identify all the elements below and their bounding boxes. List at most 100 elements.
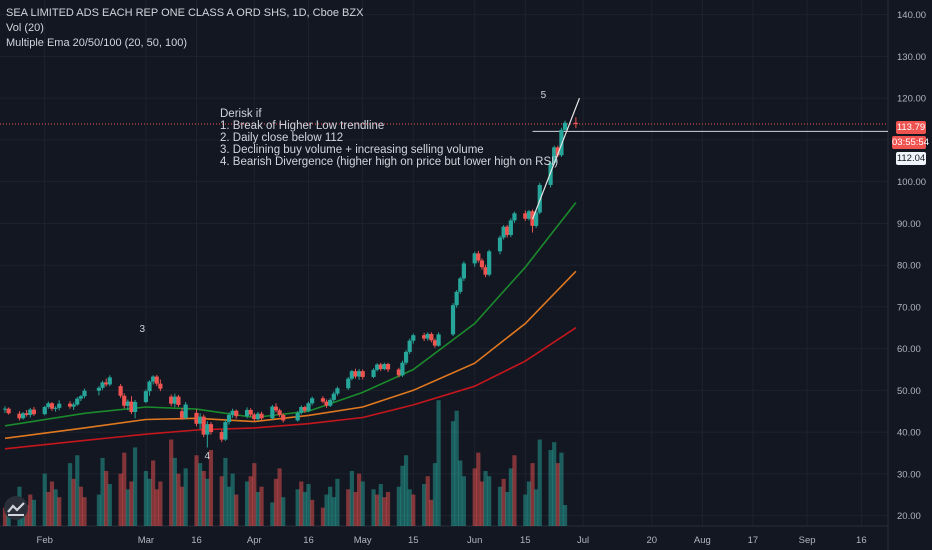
y-tick-label: 100.00: [897, 177, 926, 188]
candle-body: [53, 407, 58, 409]
candle-body: [508, 220, 513, 236]
derisk-heading: Derisk if: [220, 108, 262, 120]
candle-body: [573, 122, 578, 124]
candle-body: [71, 404, 76, 407]
last-price-tag: 113.79: [896, 121, 926, 134]
candle-body: [208, 424, 214, 433]
candle-body: [234, 410, 239, 417]
volume-bar: [411, 494, 416, 526]
candle-body: [472, 253, 477, 264]
volume-bar: [255, 491, 261, 526]
candle-body: [432, 340, 438, 346]
volume-bar: [331, 497, 336, 526]
volume-bar: [403, 455, 409, 526]
volume-bar: [562, 505, 568, 526]
wave-label: 5: [541, 90, 547, 101]
y-tick-label: 20.00: [897, 511, 921, 522]
volume-bar: [281, 497, 286, 526]
symbol-title[interactable]: SEA LIMITED ADS EACH REP ONE CLASS A ORD…: [6, 7, 364, 19]
candle-body: [96, 387, 102, 391]
derisk-item: 3. Declining buy volume + increasing sel…: [220, 144, 484, 156]
candle-body: [100, 382, 105, 388]
candle-body: [179, 411, 185, 418]
volume-bar: [104, 470, 109, 526]
candle-body: [230, 410, 235, 415]
candle-body: [537, 184, 542, 213]
volume-bar: [244, 481, 250, 526]
volume-bar: [75, 455, 80, 526]
candle-body: [31, 409, 37, 415]
volume-bar: [208, 450, 214, 526]
volume-bar: [295, 489, 300, 526]
candle-body: [226, 414, 232, 423]
candle-body: [479, 260, 485, 268]
candle-body: [371, 369, 376, 377]
volume-bar: [71, 478, 76, 526]
x-tick-label: Apr: [247, 535, 262, 546]
candle-body: [244, 409, 250, 417]
candle-body: [382, 364, 387, 370]
x-tick-label: Mar: [138, 535, 154, 546]
volume-bar: [407, 489, 412, 526]
volume-bar: [46, 491, 51, 526]
volume-bar: [234, 494, 239, 526]
candle-body: [151, 376, 156, 382]
x-tick-label: 15: [520, 535, 531, 546]
volume-bar: [219, 476, 224, 526]
candle-body: [501, 226, 506, 238]
candle-body: [429, 333, 434, 341]
candle-body: [129, 401, 134, 413]
volume-bar: [154, 489, 159, 526]
volume-bar: [270, 502, 275, 526]
volume-bar: [252, 463, 257, 526]
candle-body: [461, 263, 466, 279]
candle-body: [523, 213, 528, 219]
x-tick-label: 20: [646, 535, 657, 546]
volume-bar: [425, 476, 430, 526]
volume-bar: [385, 491, 391, 526]
volume-bar: [450, 421, 456, 526]
volume-bar: [122, 452, 127, 526]
volume-bar: [382, 497, 387, 526]
ema-line: [4, 270, 577, 440]
candle-body: [107, 377, 112, 385]
candle-body: [147, 381, 152, 392]
candle-body: [505, 226, 510, 236]
volume-bar: [429, 499, 434, 526]
candle-body: [28, 409, 33, 415]
candle-body: [356, 371, 362, 377]
volume-bar: [183, 468, 188, 526]
tradingview-logo[interactable]: [4, 496, 28, 520]
candle-body: [78, 396, 83, 399]
volume-bar: [277, 468, 282, 526]
candle-body: [310, 398, 315, 404]
volume-bar: [432, 463, 438, 526]
volume-bar: [230, 473, 235, 526]
candle-body: [425, 333, 430, 339]
y-tick-label: 80.00: [897, 261, 921, 272]
candle-body: [205, 424, 210, 435]
derisk-note: Derisk if 1. Break of Higher Low trendli…: [220, 108, 558, 168]
candle-body: [349, 371, 354, 379]
ema-indicator-label[interactable]: Multiple Ema 20/50/100 (20, 50, 100): [6, 37, 188, 49]
volume-bar: [132, 447, 138, 526]
volume-bar: [82, 497, 87, 526]
y-tick-label: 90.00: [897, 219, 921, 230]
candle-body: [403, 351, 409, 363]
candle-body: [169, 396, 174, 404]
y-tick-label: 120.00: [897, 94, 926, 105]
candle-body: [49, 403, 55, 409]
candle-body: [248, 409, 253, 415]
candle-body: [422, 335, 427, 339]
volume-bar: [526, 481, 532, 526]
candle-body: [270, 406, 275, 419]
candle-body: [458, 278, 463, 292]
y-tick-label: 130.00: [897, 52, 926, 63]
volume-bar: [375, 494, 380, 526]
volume-indicator-label[interactable]: Vol (20): [6, 22, 44, 34]
candle-body: [259, 413, 264, 419]
candle-body: [555, 147, 560, 156]
volume-bar: [205, 478, 210, 526]
volume-bar: [194, 455, 199, 526]
